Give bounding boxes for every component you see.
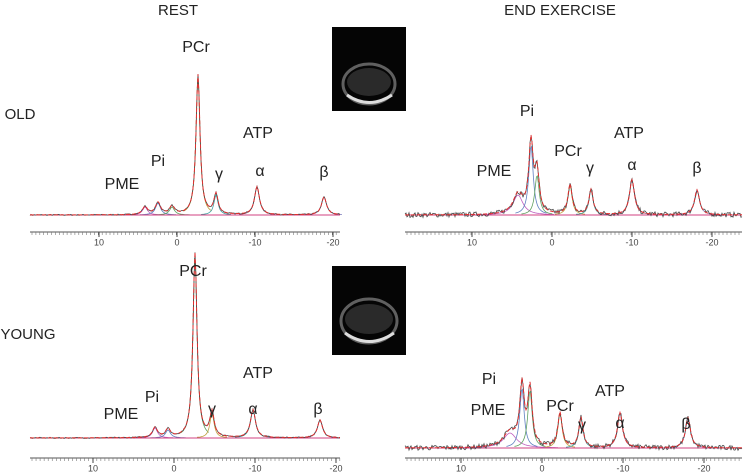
tick-label: -10	[616, 463, 629, 473]
peak-label: γ	[208, 401, 216, 418]
fit	[30, 252, 340, 439]
row-title: YOUNG	[0, 326, 55, 343]
row-title: OLD	[5, 106, 36, 123]
fit	[405, 134, 742, 216]
tick-label: 10	[94, 237, 104, 247]
component-peak	[183, 78, 212, 212]
spectrum	[29, 252, 341, 440]
peak-label: PCr	[546, 398, 574, 415]
spectrum	[404, 377, 743, 452]
peak-label: γ	[215, 166, 223, 183]
mri-image	[332, 27, 406, 111]
tick-label: -10	[625, 237, 638, 247]
peak-label: γ	[578, 417, 586, 434]
component-peak	[506, 388, 538, 447]
peak-label: α	[248, 401, 257, 418]
tick-label: 0	[539, 463, 544, 473]
peak-label: β	[681, 416, 690, 433]
component-peak	[150, 429, 186, 439]
component-peak	[302, 419, 338, 438]
peak-label: α	[627, 157, 636, 174]
spectrum	[404, 136, 743, 219]
peak-label: PCr	[179, 263, 207, 280]
tick-label: 0	[174, 237, 179, 247]
peak-label: ATP	[595, 383, 625, 400]
mri-image	[332, 266, 406, 355]
peak-label: β	[319, 164, 328, 181]
component-peak	[200, 193, 232, 215]
component-peak	[306, 196, 342, 215]
tick-label: -20	[329, 463, 342, 473]
component-peak	[137, 427, 173, 439]
component-peak	[180, 257, 209, 434]
fit	[405, 377, 742, 449]
component-peak	[521, 174, 553, 215]
peak-label: Pi	[145, 389, 159, 406]
peak-label: ATP	[614, 125, 644, 142]
component-peak	[514, 390, 546, 447]
component-peak	[613, 178, 651, 215]
component-peak	[554, 184, 586, 215]
peak-label: PCr	[554, 143, 582, 160]
peak-label: Pi	[482, 371, 496, 388]
peak-label: PCr	[182, 39, 210, 56]
tick-label: 10	[467, 237, 477, 247]
peak-label: γ	[586, 160, 594, 177]
tick-label: 10	[456, 463, 466, 473]
component-peak	[544, 412, 576, 448]
peak-label: Pi	[151, 153, 165, 170]
tick-label: -10	[248, 237, 261, 247]
peak-label: Pi	[520, 103, 534, 120]
peak-label: PME	[105, 176, 140, 193]
component-peak	[515, 145, 547, 214]
tick-label: 0	[171, 463, 176, 473]
peak-label: α	[615, 415, 624, 432]
peak-label: PME	[471, 402, 506, 419]
tick-label: -20	[705, 237, 718, 247]
column-title: END EXERCISE	[504, 2, 616, 19]
component-peak	[239, 185, 275, 215]
peak-label: ATP	[243, 125, 273, 142]
fit	[30, 74, 341, 216]
column-title: REST	[158, 2, 198, 19]
tick-label: -20	[326, 237, 339, 247]
component-peak	[139, 202, 177, 216]
peak-label: β	[313, 401, 322, 418]
component-peak	[196, 411, 228, 438]
component-peak	[127, 206, 163, 216]
spectrum	[29, 74, 341, 217]
component-peak	[678, 188, 716, 215]
component-peak	[481, 194, 555, 215]
peak-label: PME	[477, 163, 512, 180]
tick-label: 0	[549, 237, 554, 247]
peak-label: α	[255, 163, 264, 180]
peak-label: ATP	[243, 365, 273, 382]
peak-label: PME	[104, 406, 139, 423]
peak-label: β	[692, 160, 701, 177]
tick-label: -10	[248, 463, 261, 473]
tick-label: -20	[697, 463, 710, 473]
tick-label: 10	[88, 463, 98, 473]
